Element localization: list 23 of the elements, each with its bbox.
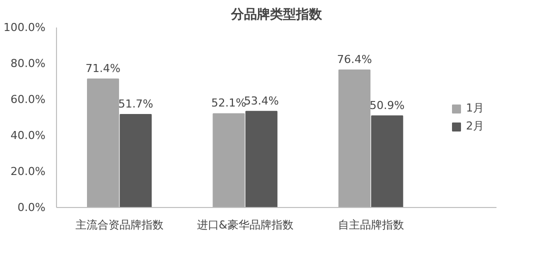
data-label: 71.4% [86, 62, 120, 75]
y-tick-label: 0.0% [18, 201, 46, 214]
x-tick-label: 自主品牌指数 [338, 218, 404, 232]
y-tick-label: 100.0% [4, 21, 46, 34]
x-tick-label: 进口&豪华品牌指数 [196, 218, 294, 232]
legend-label: 2月 [466, 118, 485, 134]
data-label: 50.9% [370, 98, 405, 112]
bar [120, 114, 152, 208]
bar [371, 115, 404, 208]
y-tick-label: 80.0% [10, 57, 46, 70]
bar [212, 113, 245, 208]
y-tick-label: 40.0% [10, 129, 46, 142]
x-tick-label: 主流合资品牌指数 [75, 218, 164, 232]
bar [86, 78, 120, 208]
data-label: 52.1% [211, 96, 246, 110]
bar [245, 110, 278, 208]
data-label: 76.4% [336, 52, 372, 66]
y-tick-label: 20.0% [10, 165, 46, 178]
y-tick-label: 60.0% [10, 93, 46, 106]
data-label: 51.7% [118, 97, 154, 110]
bar [338, 69, 370, 208]
chart-title: 分品牌类型指数 [230, 6, 323, 22]
legend-label: 1月 [466, 100, 485, 116]
